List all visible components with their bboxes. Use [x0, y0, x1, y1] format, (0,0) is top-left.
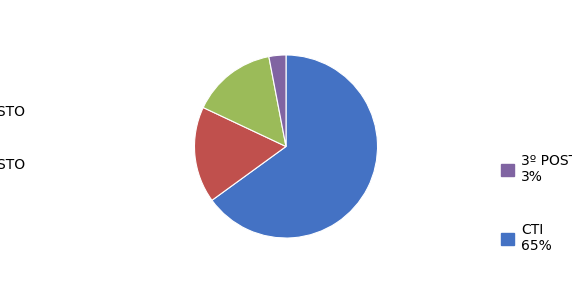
- Legend: 3º POSTO
3%, CTI
65%: 3º POSTO 3%, CTI 65%: [502, 154, 572, 253]
- Wedge shape: [269, 55, 286, 146]
- Wedge shape: [194, 108, 286, 200]
- Wedge shape: [203, 57, 286, 146]
- Wedge shape: [212, 55, 378, 238]
